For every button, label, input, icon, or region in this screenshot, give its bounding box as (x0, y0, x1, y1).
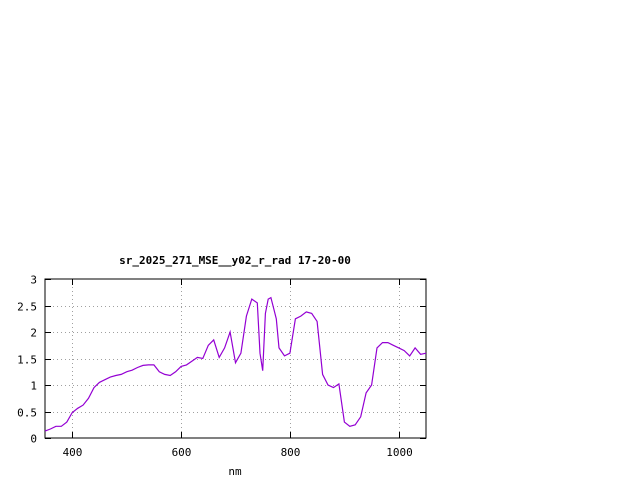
y-tick-label: 2 (30, 327, 37, 340)
y-tick-label: 0.5 (17, 407, 37, 420)
series-line (44, 296, 427, 432)
plot-frame (44, 278, 427, 439)
chart-title: sr_2025_271_MSE__y02_r_rad 17-20-00 (119, 254, 351, 267)
x-tick-label: 1000 (386, 446, 413, 459)
y-tick-label: 1 (30, 380, 37, 393)
y-axis-tick-labels: 0 0.5 1 1.5 2 2.5 3 (17, 274, 37, 446)
x-axis-tick-labels: 400 600 800 1000 (63, 446, 413, 459)
axis-ticks (45, 279, 426, 439)
y-tick-label: 1.5 (17, 354, 37, 367)
y-tick-label: 3 (30, 274, 37, 287)
grid-lines (45, 279, 426, 438)
x-tick-label: 600 (172, 446, 192, 459)
y-tick-label: 2.5 (17, 301, 37, 314)
x-tick-label: 800 (281, 446, 301, 459)
x-axis-label: nm (228, 465, 242, 478)
x-tick-label: 400 (63, 446, 83, 459)
y-tick-label: 0 (30, 433, 37, 446)
